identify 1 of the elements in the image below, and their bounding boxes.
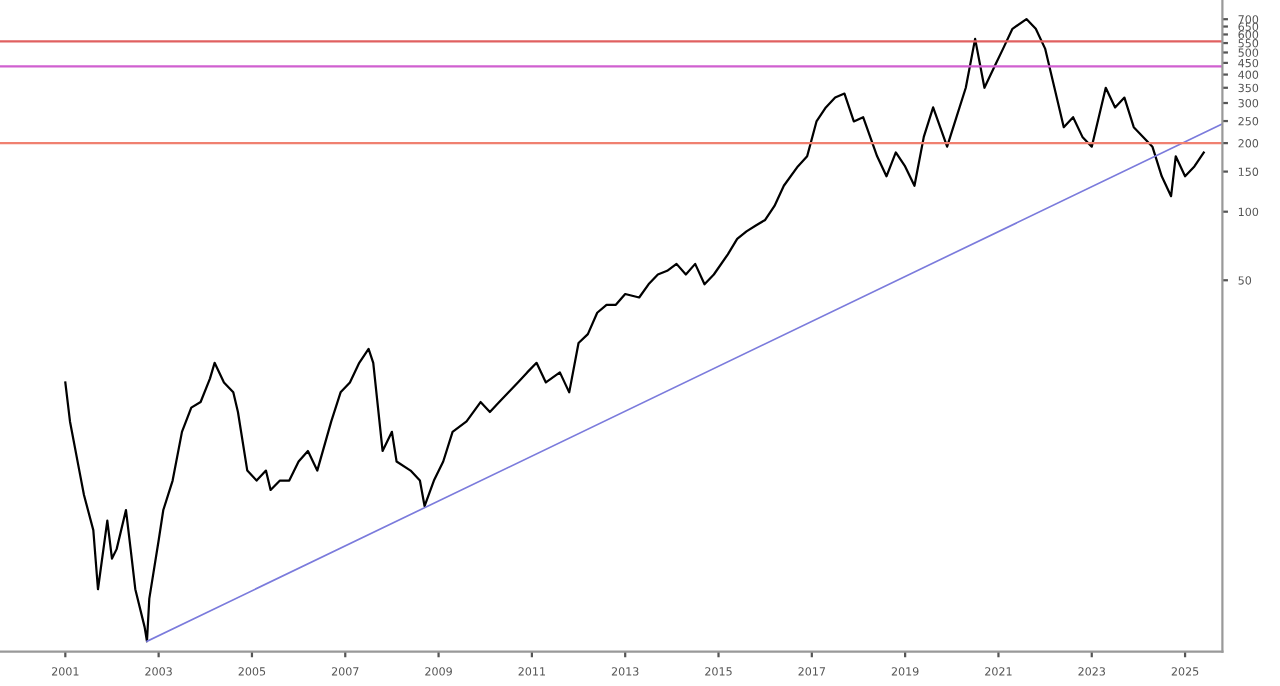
line-series xyxy=(64,17,1205,643)
